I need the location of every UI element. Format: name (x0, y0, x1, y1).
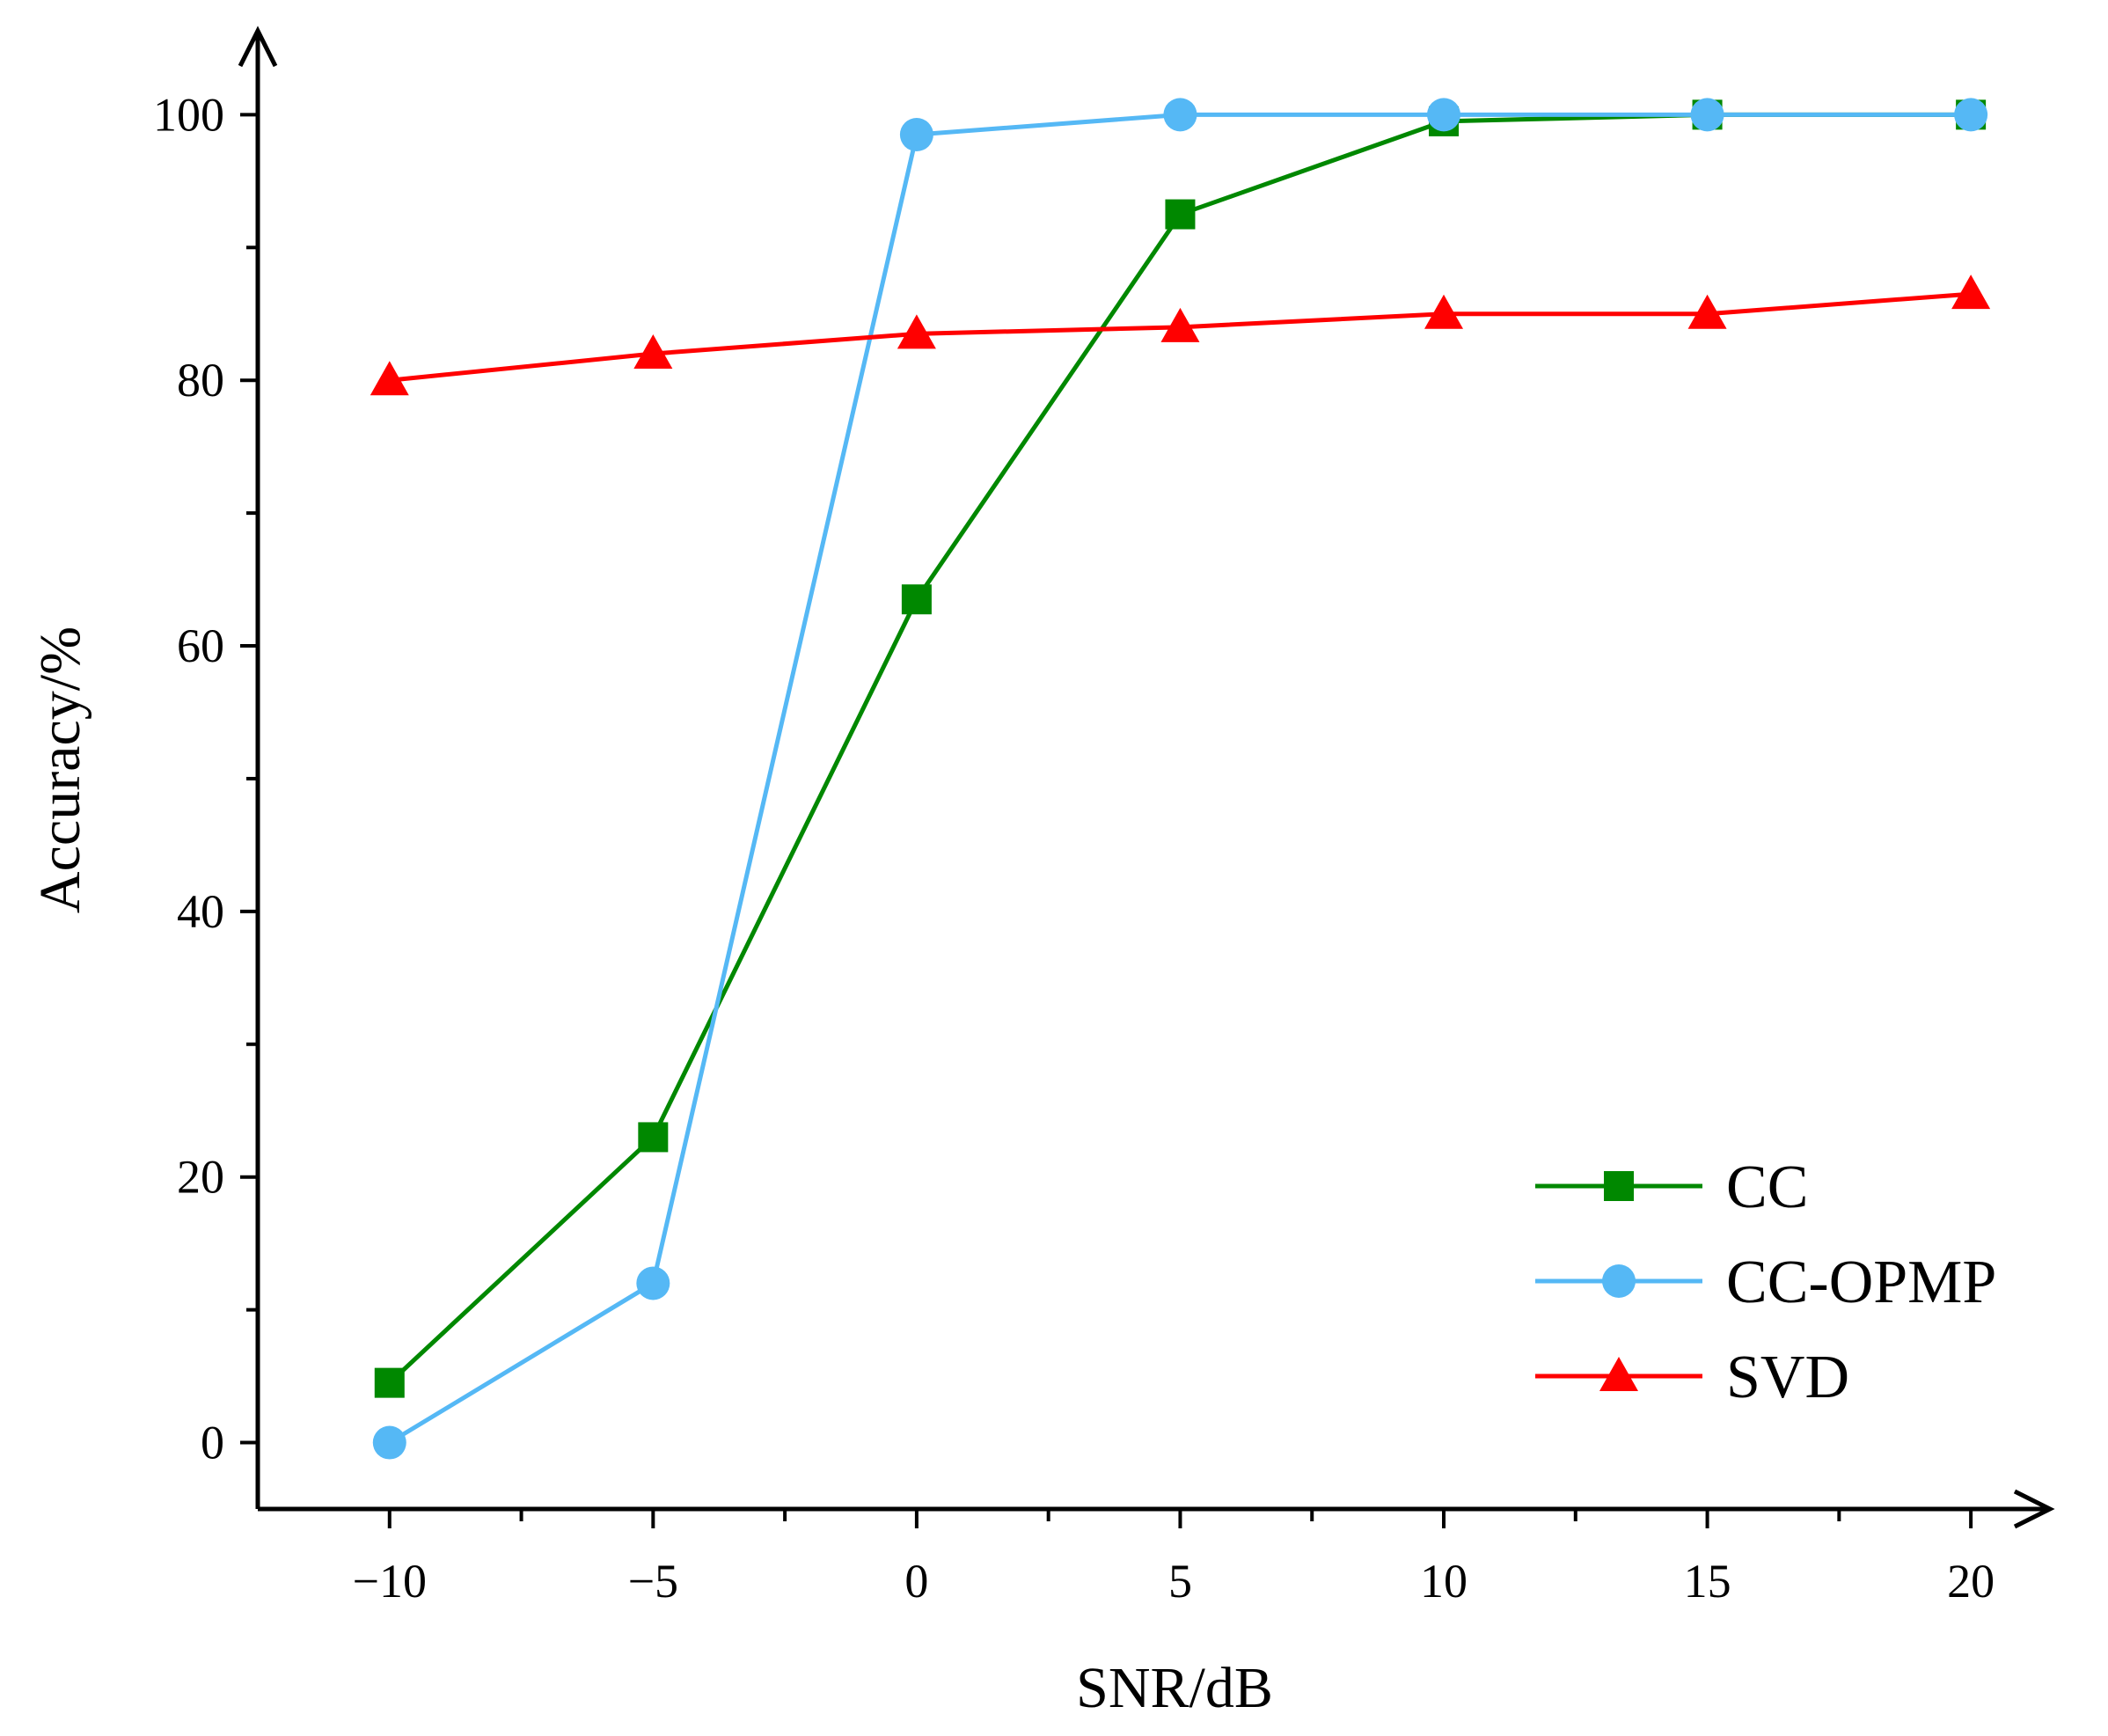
x-tick-label: 5 (1168, 1555, 1192, 1608)
x-tick-label: 10 (1420, 1555, 1468, 1608)
y-tick-label: 20 (177, 1151, 224, 1204)
series-cc-opmp (372, 98, 1988, 1460)
series-layer (370, 98, 1991, 1460)
data-point (1690, 98, 1724, 132)
data-point (897, 314, 936, 349)
data-point (638, 1122, 669, 1153)
axes (238, 26, 2055, 1529)
legend-item: SVD (1535, 1344, 1849, 1411)
data-point (374, 1367, 405, 1398)
legend-marker (1599, 1357, 1638, 1391)
x-tick-label: −5 (628, 1555, 678, 1608)
y-tick-label: 0 (201, 1417, 224, 1469)
data-point (633, 334, 673, 370)
x-axis-title: SNR/dB (1076, 1656, 1273, 1720)
legend-marker (1604, 1171, 1634, 1201)
legend-label: CC-OPMP (1726, 1249, 1996, 1316)
data-point (636, 1266, 670, 1300)
legend-item: CC (1535, 1154, 1808, 1221)
x-axis-arrow (2013, 1489, 2055, 1529)
data-point (1951, 275, 1991, 310)
x-tick-label: 20 (1947, 1555, 1995, 1608)
data-point (1163, 98, 1197, 132)
legend-label: CC (1726, 1154, 1808, 1221)
data-point (1424, 294, 1464, 329)
legend-item: CC-OPMP (1535, 1249, 1996, 1316)
data-point (372, 1425, 406, 1460)
data-point (1427, 98, 1461, 132)
data-point (370, 361, 409, 396)
x-tick-label: 15 (1684, 1555, 1731, 1608)
data-point (901, 584, 932, 615)
y-axis-title: Accuracy/% (28, 626, 92, 913)
legend: CC CC-OPMP SVD (1535, 1154, 1996, 1411)
data-point (899, 118, 933, 152)
y-axis-arrow (238, 26, 278, 68)
x-tick-labels: −10 −5 0 5 10 15 20 (353, 1555, 1995, 1608)
legend-marker (1602, 1264, 1636, 1298)
series-svd (370, 275, 1991, 396)
y-tick-label: 60 (177, 619, 224, 672)
x-tick-label: 0 (904, 1555, 928, 1608)
data-point (1160, 307, 1200, 342)
data-point (1687, 294, 1727, 329)
y-tick-labels: 0 20 40 60 80 100 (153, 88, 224, 1469)
y-tick-label: 80 (177, 354, 224, 407)
data-point (1165, 199, 1196, 230)
x-tick-label: −10 (353, 1555, 427, 1608)
y-tick-label: 100 (153, 88, 224, 141)
legend-label: SVD (1726, 1344, 1849, 1411)
y-tick-label: 40 (177, 885, 224, 938)
data-point (1954, 98, 1988, 132)
